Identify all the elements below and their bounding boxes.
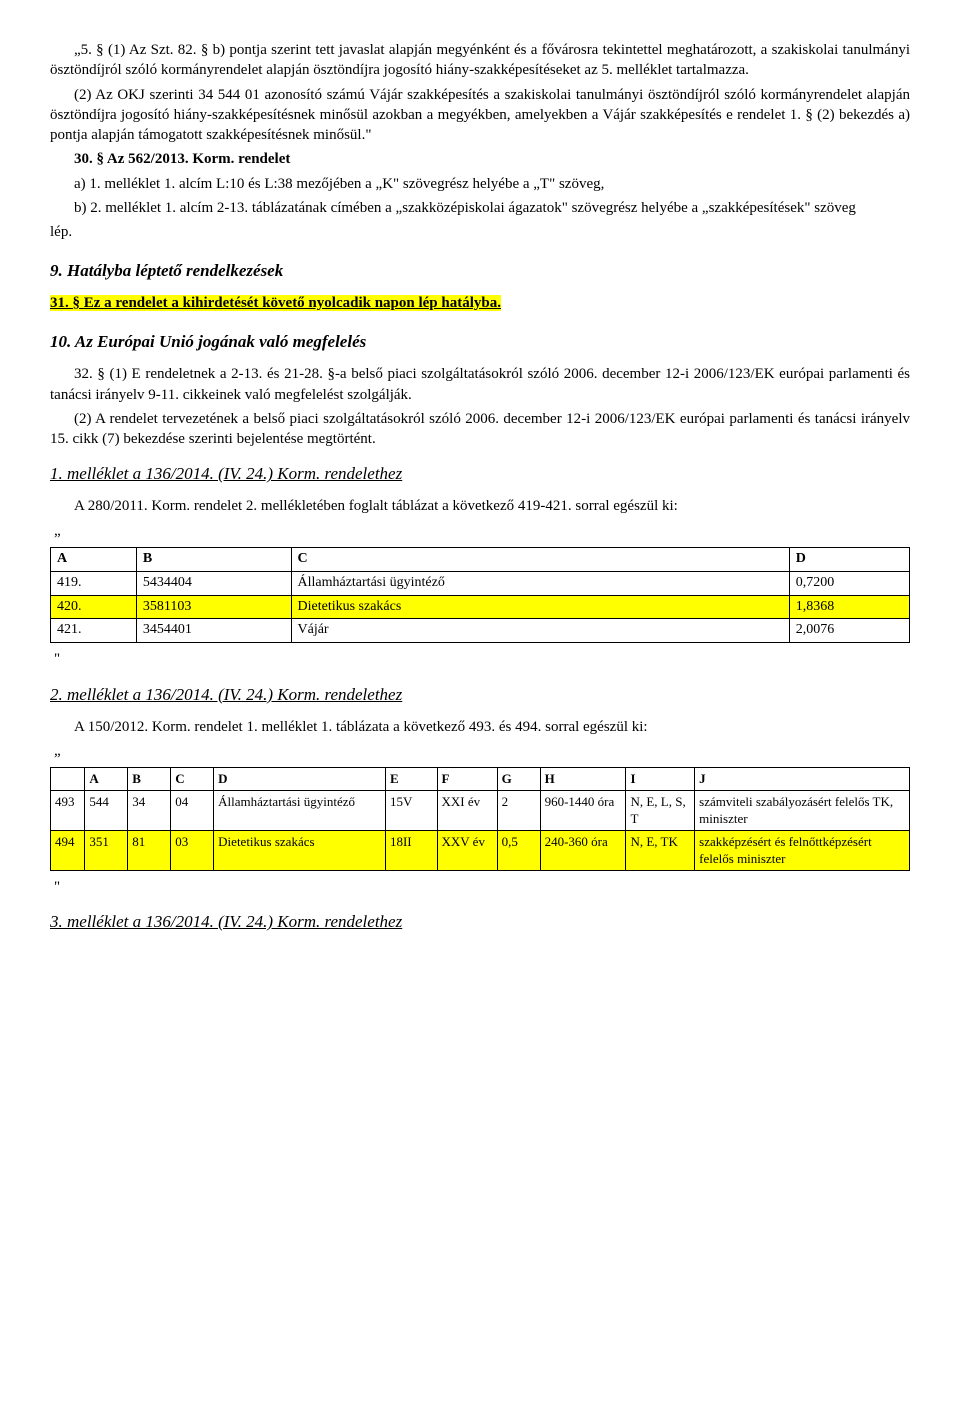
t2-h-a: A — [85, 768, 128, 791]
table-cell: 03 — [171, 830, 214, 870]
table-cell: XXI év — [437, 790, 497, 830]
para-31-text: 31. § Ez a rendelet a kihirdetését követ… — [50, 295, 501, 311]
table-cell: Vájár — [291, 619, 789, 643]
table-cell: XXV év — [437, 830, 497, 870]
table-row: 420.3581103Dietetikus szakács1,8368 — [51, 595, 910, 619]
table-cell: 419. — [51, 571, 137, 595]
attachment-1-intro: A 280/2011. Korm. rendelet 2. mellékleté… — [50, 496, 910, 516]
table-1: A B C D 419.5434404Államháztartási ügyin… — [50, 547, 910, 644]
table-cell: N, E, L, S, T — [626, 790, 695, 830]
close-quote-1: " — [50, 649, 910, 669]
table-cell: 0,5 — [497, 830, 540, 870]
table-2-header-row: A B C D E F G H I J — [51, 768, 910, 791]
close-quote-2: " — [50, 877, 910, 897]
t2-h-j: J — [695, 768, 910, 791]
para-31: 31. § Ez a rendelet a kihirdetését követ… — [50, 293, 910, 313]
table-cell: 3581103 — [136, 595, 291, 619]
table-cell: Dietetikus szakács — [291, 595, 789, 619]
para-30-a: a) 1. melléklet 1. alcím L:10 és L:38 me… — [50, 174, 910, 194]
para-32-2: (2) A rendelet tervezetének a belső piac… — [50, 409, 910, 450]
table-cell: Dietetikus szakács — [214, 830, 386, 870]
t2-h-e: E — [385, 768, 437, 791]
table-1-col-d: D — [789, 547, 909, 571]
t2-h-d: D — [214, 768, 386, 791]
section-9-heading: 9. Hatályba léptető rendelkezések — [50, 260, 910, 283]
table-cell: 5434404 — [136, 571, 291, 595]
table-1-col-a: A — [51, 547, 137, 571]
table-row: 419.5434404Államháztartási ügyintéző0,72… — [51, 571, 910, 595]
table-cell: 960-1440 óra — [540, 790, 626, 830]
table-cell: 04 — [171, 790, 214, 830]
table-cell: 240-360 óra — [540, 830, 626, 870]
attachment-1-heading: 1. melléklet a 136/2014. (IV. 24.) Korm.… — [50, 463, 910, 486]
t2-h-b: B — [128, 768, 171, 791]
attachment-2-intro: A 150/2012. Korm. rendelet 1. melléklet … — [50, 717, 910, 737]
table-cell: 1,8368 — [789, 595, 909, 619]
table-1-col-c: C — [291, 547, 789, 571]
table-2: A B C D E F G H I J 4935443404Államházta… — [50, 767, 910, 871]
table-cell: N, E, TK — [626, 830, 695, 870]
para-30-b: b) 2. melléklet 1. alcím 2-13. táblázatá… — [50, 198, 910, 218]
table-cell: 493 — [51, 790, 85, 830]
table-1-col-b: B — [136, 547, 291, 571]
attachment-2-heading: 2. melléklet a 136/2014. (IV. 24.) Korm.… — [50, 684, 910, 707]
para-32-1: 32. § (1) E rendeletnek a 2-13. és 21-28… — [50, 364, 910, 405]
table-cell: számviteli szabályozásért felelős TK, mi… — [695, 790, 910, 830]
open-quote-2: „ — [50, 741, 910, 761]
attachment-3-heading: 3. melléklet a 136/2014. (IV. 24.) Korm.… — [50, 911, 910, 934]
table-cell: Államháztartási ügyintéző — [214, 790, 386, 830]
open-quote-1: „ — [50, 521, 910, 541]
table-cell: 420. — [51, 595, 137, 619]
table-row: 4943518103Dietetikus szakács18IIXXV év0,… — [51, 830, 910, 870]
table-cell: 494 — [51, 830, 85, 870]
para-5-1: „5. § (1) Az Szt. 82. § b) pontja szerin… — [50, 40, 910, 81]
para-30-end: lép. — [50, 222, 910, 242]
section-10-heading: 10. Az Európai Unió jogának való megfele… — [50, 331, 910, 354]
t2-h-f: F — [437, 768, 497, 791]
para-5-2: (2) Az OKJ szerinti 34 544 01 azonosító … — [50, 85, 910, 146]
t2-h0 — [51, 768, 85, 791]
table-row: 4935443404Államháztartási ügyintéző15VXX… — [51, 790, 910, 830]
table-cell: 2,0076 — [789, 619, 909, 643]
table-cell: 0,7200 — [789, 571, 909, 595]
table-cell: 81 — [128, 830, 171, 870]
para-30-lead: 30. § Az 562/2013. Korm. rendelet — [50, 149, 910, 169]
t2-h-h: H — [540, 768, 626, 791]
table-cell: 2 — [497, 790, 540, 830]
t2-h-g: G — [497, 768, 540, 791]
table-cell: szakképzésért és felnőttképzésért felelő… — [695, 830, 910, 870]
table-1-header-row: A B C D — [51, 547, 910, 571]
table-cell: 18II — [385, 830, 437, 870]
table-cell: 544 — [85, 790, 128, 830]
t2-h-c: C — [171, 768, 214, 791]
table-cell: 3454401 — [136, 619, 291, 643]
table-cell: 34 — [128, 790, 171, 830]
table-cell: 15V — [385, 790, 437, 830]
table-cell: 421. — [51, 619, 137, 643]
table-row: 421.3454401Vájár2,0076 — [51, 619, 910, 643]
table-cell: Államháztartási ügyintéző — [291, 571, 789, 595]
table-cell: 351 — [85, 830, 128, 870]
t2-h-i: I — [626, 768, 695, 791]
